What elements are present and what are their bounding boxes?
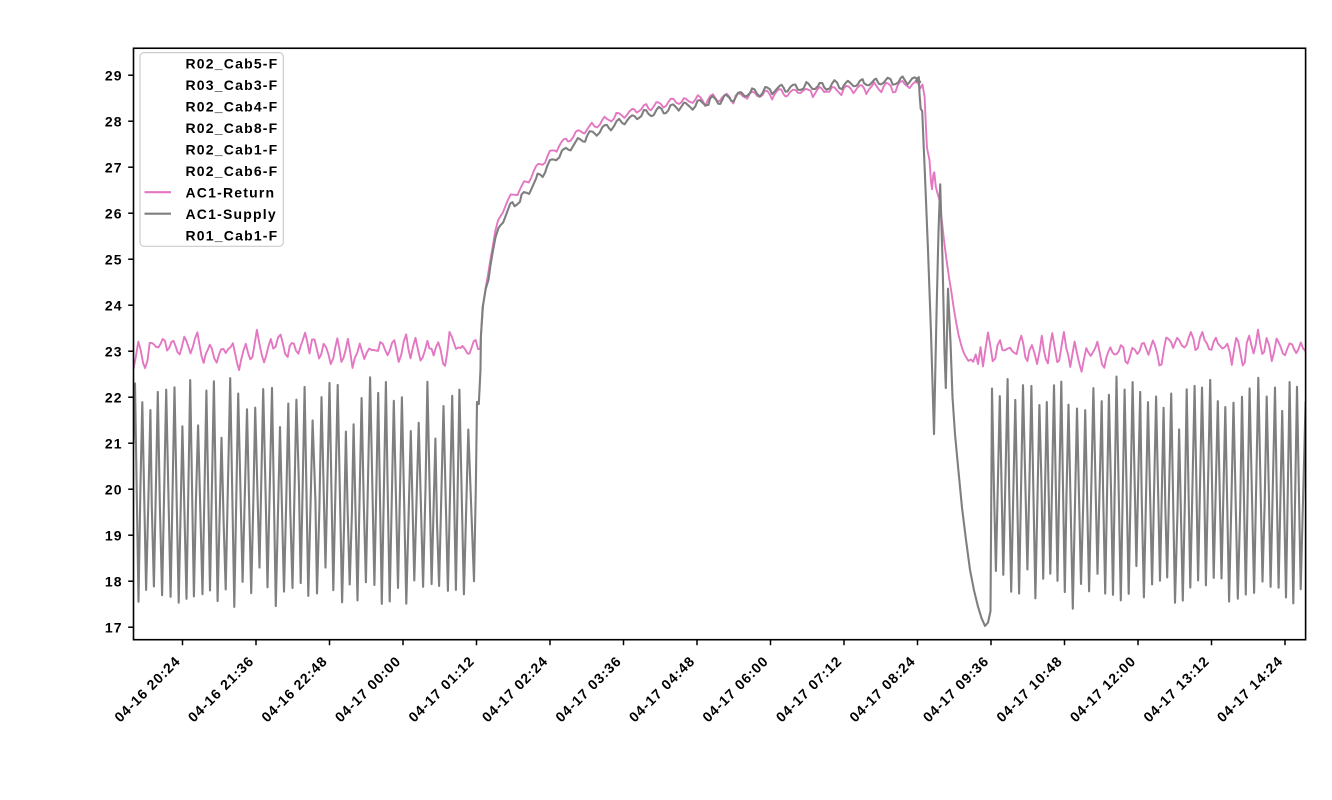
svg-text:R01_Cab1-F: R01_Cab1-F	[186, 227, 279, 243]
svg-text:R02_Cab8-F: R02_Cab8-F	[186, 120, 279, 136]
svg-text:R02_Cab1-F: R02_Cab1-F	[186, 142, 279, 158]
svg-text:AC1-Supply: AC1-Supply	[186, 206, 277, 222]
svg-text:R02_Cab6-F: R02_Cab6-F	[186, 163, 279, 179]
svg-text:R03_Cab3-F: R03_Cab3-F	[186, 77, 279, 93]
svg-text:18: 18	[105, 573, 123, 589]
svg-text:26: 26	[105, 205, 123, 221]
svg-text:25: 25	[105, 251, 123, 267]
svg-text:R02_Cab4-F: R02_Cab4-F	[186, 99, 279, 115]
svg-text:17: 17	[105, 619, 123, 635]
svg-text:28: 28	[105, 113, 123, 129]
svg-text:29: 29	[105, 67, 123, 83]
svg-text:24: 24	[105, 297, 123, 313]
svg-text:23: 23	[105, 343, 123, 359]
svg-text:27: 27	[105, 159, 123, 175]
svg-text:R02_Cab5-F: R02_Cab5-F	[186, 56, 279, 72]
svg-text:22: 22	[105, 389, 123, 405]
svg-text:21: 21	[105, 435, 123, 451]
svg-text:19: 19	[105, 527, 123, 543]
svg-text:20: 20	[105, 481, 123, 497]
svg-text:AC1-Return: AC1-Return	[186, 184, 276, 200]
